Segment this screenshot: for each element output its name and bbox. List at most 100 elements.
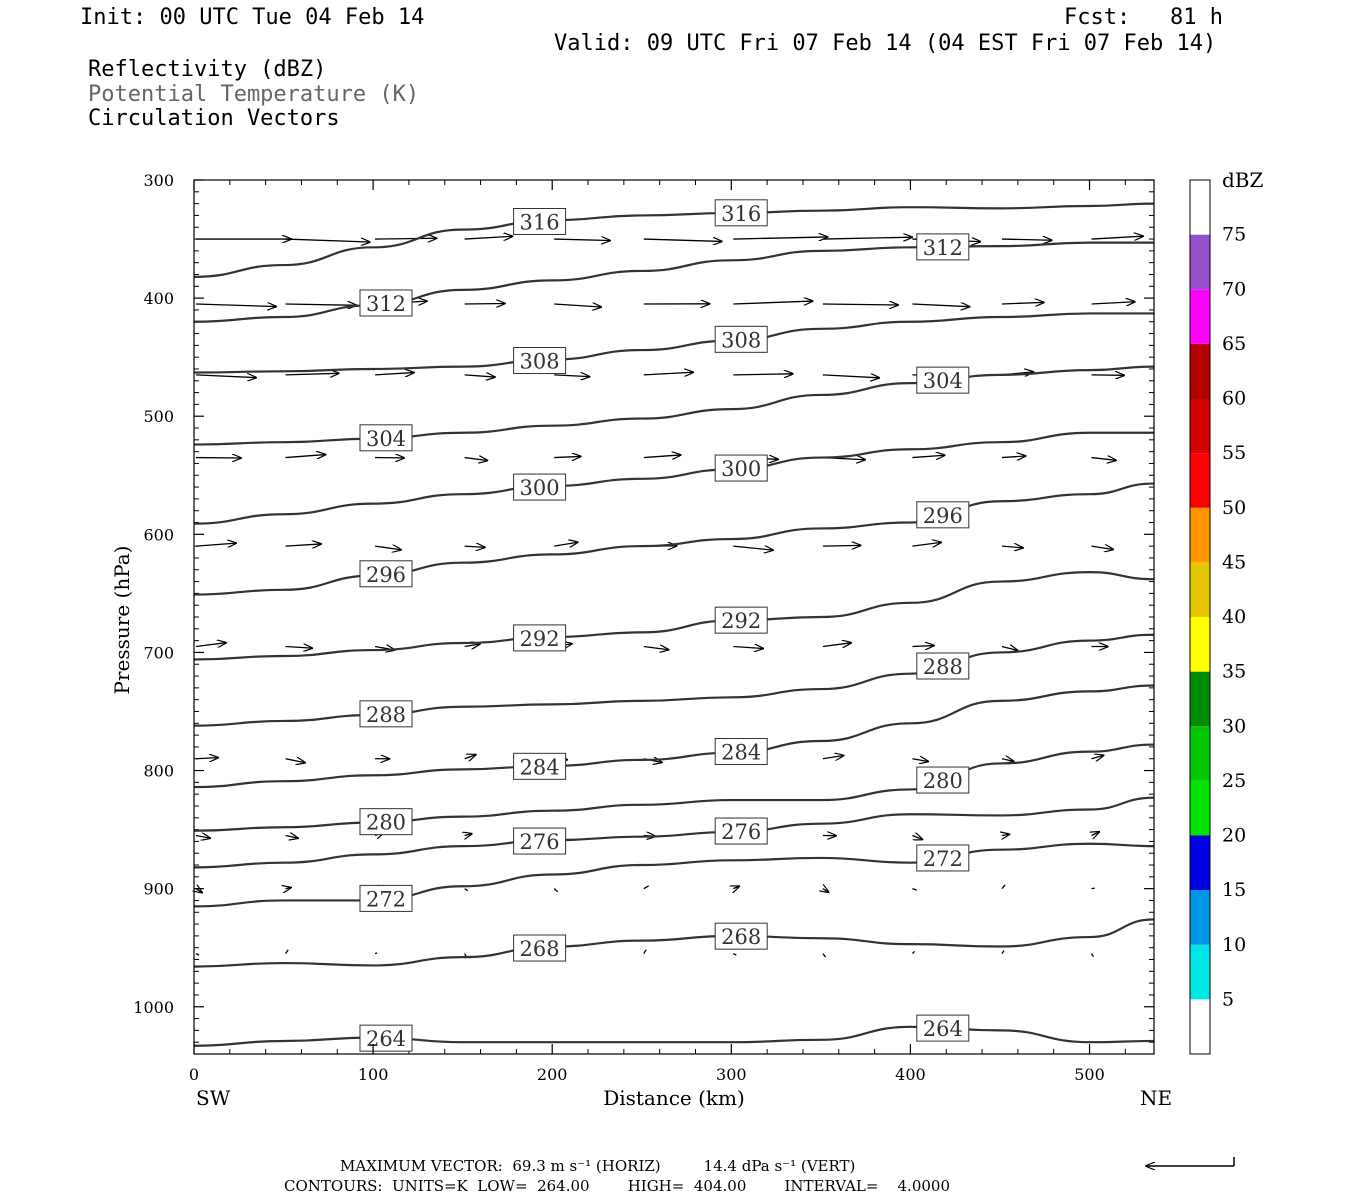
colorbar-tick-label: 55 [1222,442,1246,464]
colorbar-segment [1190,617,1210,672]
circulation-vector [1091,755,1104,758]
isentrope-316 [193,202,1155,278]
circulation-vector [285,949,289,954]
circulation-vector [554,542,577,546]
circulation-vector [733,546,773,550]
y-tick-label: 300 [143,171,174,190]
circulation-vector [285,647,313,649]
colorbar-tick-label: 20 [1222,825,1246,847]
circulation-vector [733,301,812,304]
circulation-vector [822,375,879,378]
isentrope-label: 284 [520,755,560,779]
isentrope-label: 308 [721,328,761,352]
circulation-vector [1091,458,1116,461]
field-potential-temperature: Potential Temperature (K) [88,82,420,107]
y-tick-label: 700 [143,643,174,662]
circulation-vector [1091,546,1114,549]
colorbar-tick-label: 30 [1222,715,1246,737]
circulation-vector [643,239,722,241]
colorbar-tick-label: 45 [1222,551,1246,573]
circulation-vector [554,304,601,307]
colorbar-tick-label: 10 [1222,934,1246,956]
isentrope-label: 288 [366,703,406,727]
colorbar-segment [1190,453,1210,508]
circulation-vector [464,458,488,461]
y-tick-label: 900 [143,880,174,899]
circulation-vector [1001,759,1013,762]
circulation-vector [464,644,480,647]
circulation-vector [195,836,210,839]
circulation-vector [554,239,610,240]
colorbar-segment [1190,835,1210,891]
circulation-vector [1001,884,1006,890]
circulation-vector [822,755,844,758]
circulation-vector [733,647,763,649]
circulation-vector [285,544,321,546]
field-circulation-vectors: Circulation Vectors [88,106,340,131]
circulation-vector [643,455,681,458]
colorbar-segment [1190,507,1210,563]
circulation-vector [733,953,737,956]
colorbar-tick-label: 65 [1222,333,1246,355]
circulation-vector [911,950,916,955]
circulation-vector [1001,239,1052,240]
circulation-vector [1091,302,1135,304]
colorbar-segment [1190,343,1210,399]
circulation-vector [554,456,580,457]
isentrope-label: 300 [520,476,560,500]
colorbar-tick-label: 15 [1222,879,1246,901]
x-tick-label: 0 [189,1065,199,1084]
circulation-vector [1001,546,1023,548]
circulation-vector [286,888,291,889]
isentrope-label: 280 [923,769,963,793]
colorbar-segment [1190,180,1210,235]
circulation-vector [195,375,256,378]
circulation-vector [1092,832,1100,836]
init-time: Init: 00 UTC Tue 04 Feb 14 [80,5,425,30]
isentrope-label: 264 [366,1027,406,1051]
circulation-vector [912,888,917,891]
circulation-vector [285,455,326,458]
y-tick-label: 800 [143,762,174,781]
colorbar-tick-label: 5 [1222,988,1234,1010]
plot-frame [193,179,1155,1055]
circulation-vector [1001,456,1025,458]
x-axis-label: Distance (km) [603,1086,745,1110]
circulation-vector [912,759,928,762]
circulation-vector [1001,647,1018,651]
x-tick-label: 300 [716,1065,747,1084]
isentrope-label: 312 [366,292,406,316]
isentrope-296 [193,482,1155,596]
y-tick-label: 500 [143,407,174,426]
isentrope-label: 276 [520,830,560,854]
reference-vector-icon [1146,1157,1235,1166]
valid-time: Valid: 09 UTC Fri 07 Feb 14 (04 EST Fri … [554,31,1217,56]
isentrope-label: 296 [366,563,406,587]
isentrope-label: 264 [923,1017,963,1041]
circulation-vector [822,304,898,305]
circulation-vector [375,238,436,239]
y-tick-label: 600 [143,525,174,544]
colorbar-segment [1190,726,1210,781]
circulation-vector [733,237,827,239]
colorbar-segment [1190,234,1210,290]
x-tick-label: 400 [895,1065,926,1084]
isentrope-label: 300 [721,457,761,481]
isentrope-292 [193,571,1155,661]
circulation-vector [285,373,339,375]
circulation-vector [196,889,202,893]
circulation-vector [285,759,305,763]
isentrope-label: 316 [520,210,560,234]
circulation-vector [195,543,236,546]
circulation-vector [1001,950,1005,954]
field-reflectivity: Reflectivity (dBZ) [88,57,327,82]
colorbar-tick-label: 40 [1222,606,1246,628]
isentrope-272 [193,842,1155,908]
circulation-vector [464,303,505,304]
x-tick-label: 200 [537,1065,568,1084]
isentrope-312 [193,241,1154,323]
colorbar-unit: dBZ [1222,168,1264,192]
isentrope-264 [193,1025,1155,1047]
isentrope-300 [193,431,1154,525]
circulation-vector [822,237,912,239]
